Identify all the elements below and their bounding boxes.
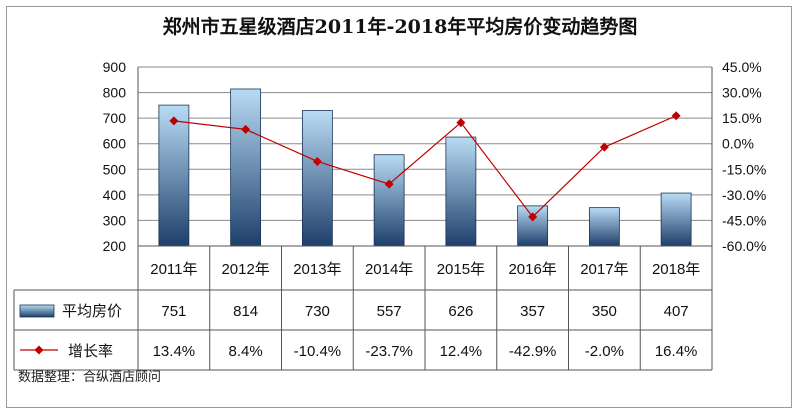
category-label: 2015年 (437, 261, 485, 278)
growth-point-2017年 (599, 142, 609, 152)
y-left-tick-label: 200 (103, 238, 127, 254)
bar-2011年 (158, 104, 190, 247)
y-left-tick-label: 700 (103, 110, 127, 126)
bar-2016年 (517, 205, 549, 247)
line-data-label: -42.9% (509, 343, 557, 360)
bar-2014年 (373, 154, 405, 247)
line-data-label: 13.4% (153, 343, 196, 360)
legend-line-label: 增长率 (68, 343, 113, 360)
legend-bar-key (19, 304, 55, 318)
y-left-tick-label: 900 (103, 59, 127, 75)
source-note: 数据整理：合纵酒店顾问 (18, 370, 162, 385)
line-data-label: -23.7% (365, 343, 413, 360)
y-left-tick-label: 500 (103, 161, 127, 177)
category-label: 2018年 (652, 261, 700, 278)
y-right-tick-label: -15.0% (722, 161, 766, 177)
growth-point-2011年 (169, 116, 179, 126)
growth-point-2018年 (671, 111, 681, 121)
growth-point-2015年 (456, 118, 466, 128)
y-right-tick-label: -30.0% (722, 187, 766, 203)
y-right-tick-label: 45.0% (722, 59, 762, 75)
y-right-tick-label: 30.0% (722, 85, 762, 101)
bar-2018年 (660, 192, 692, 247)
growth-point-2016年 (528, 212, 538, 222)
category-label: 2013年 (293, 261, 341, 278)
line-data-label: 16.4% (655, 343, 698, 360)
line-data-label: 12.4% (440, 343, 483, 360)
category-label: 2014年 (365, 261, 413, 278)
bar-data-label: 357 (520, 303, 545, 320)
y-right-tick-label: 15.0% (722, 110, 762, 126)
bar-data-label: 626 (448, 303, 473, 320)
y-right-tick-label: -60.0% (722, 238, 766, 254)
bar-2015年 (445, 136, 477, 247)
category-label: 2012年 (221, 261, 269, 278)
growth-point-2014年 (384, 179, 394, 189)
bar-data-label: 751 (161, 303, 186, 320)
growth-point-2013年 (312, 156, 322, 166)
bar-2012年 (230, 88, 262, 247)
y-left-tick-label: 300 (103, 212, 127, 228)
bar-data-label: 814 (233, 303, 258, 320)
line-data-label: -2.0% (585, 343, 624, 360)
y-right-tick-label: -45.0% (722, 212, 766, 228)
y-left-tick-label: 600 (103, 136, 127, 152)
chart-title: 郑州市五星级酒店2011年-2018年平均房价变动趋势图 (162, 16, 638, 38)
growth-line (173, 115, 677, 218)
growth-point-2012年 (241, 124, 251, 134)
bar-2013年 (301, 110, 333, 247)
line-data-label: 8.4% (229, 343, 263, 360)
bar-data-label: 730 (305, 303, 330, 320)
y-left-tick-label: 800 (103, 85, 127, 101)
y-right-tick-label: 0.0% (722, 136, 754, 152)
legend-bar-label: 平均房价 (62, 303, 122, 320)
line-data-label: -10.4% (294, 343, 342, 360)
category-label: 2011年 (150, 261, 197, 278)
y-left-tick-label: 400 (103, 187, 127, 203)
bar-data-label: 350 (592, 303, 617, 320)
bar-2017年 (588, 207, 620, 247)
bar-data-label: 557 (377, 303, 402, 320)
category-label: 2016年 (508, 261, 556, 278)
category-label: 2017年 (580, 261, 628, 278)
bar-data-label: 407 (664, 303, 689, 320)
legend-line-marker (34, 345, 44, 355)
